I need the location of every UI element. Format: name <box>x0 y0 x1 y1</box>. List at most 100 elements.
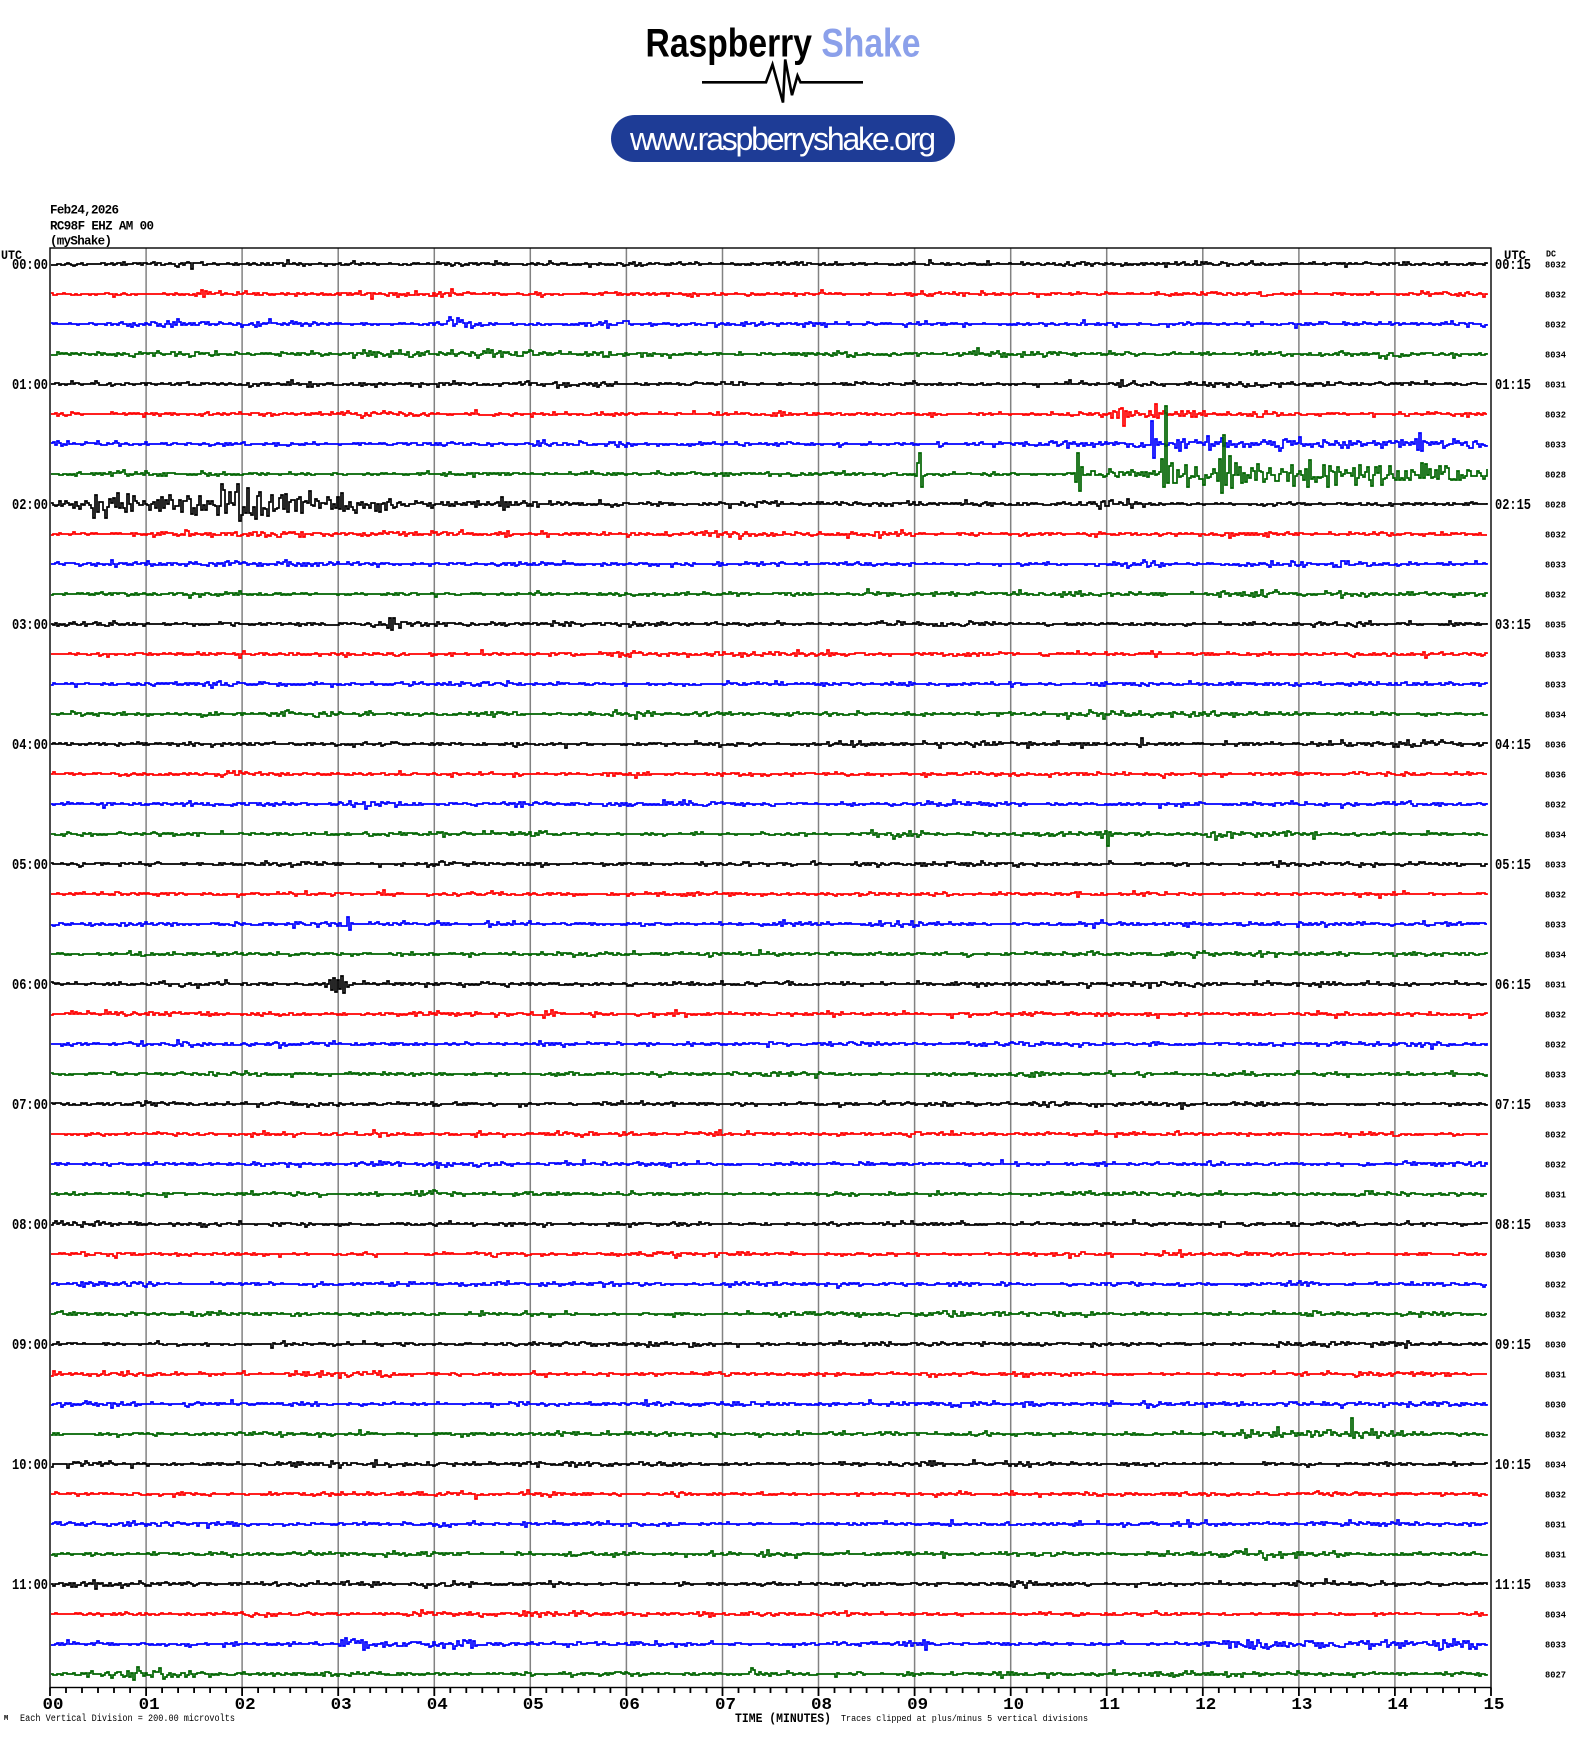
svg-text:8033: 8033 <box>1545 560 1566 571</box>
svg-text:10:00: 10:00 <box>12 1457 48 1474</box>
svg-text:8032: 8032 <box>1545 890 1566 901</box>
svg-text:8033: 8033 <box>1545 1580 1566 1591</box>
svg-text:8034: 8034 <box>1545 950 1566 961</box>
svg-text:03:15: 03:15 <box>1495 617 1531 634</box>
svg-text:8030: 8030 <box>1545 1340 1566 1351</box>
svg-text:8031: 8031 <box>1545 1550 1566 1561</box>
svg-text:8032: 8032 <box>1545 590 1566 601</box>
svg-text:8034: 8034 <box>1545 1460 1566 1471</box>
svg-text:8032: 8032 <box>1545 1160 1566 1171</box>
svg-text:04:00: 04:00 <box>12 737 48 754</box>
svg-text:8030: 8030 <box>1545 1400 1566 1411</box>
svg-text:UTC: UTC <box>1504 248 1526 263</box>
svg-text:06:15: 06:15 <box>1495 977 1531 994</box>
svg-text:8034: 8034 <box>1545 350 1566 361</box>
svg-text:03: 03 <box>331 1696 352 1715</box>
svg-text:01:15: 01:15 <box>1495 377 1531 394</box>
svg-text:8032: 8032 <box>1545 530 1566 541</box>
svg-text:12: 12 <box>1195 1696 1216 1715</box>
svg-text:8031: 8031 <box>1545 1370 1566 1381</box>
svg-text:14: 14 <box>1387 1696 1408 1715</box>
svg-text:00: 00 <box>43 1696 64 1715</box>
svg-text:8031: 8031 <box>1545 1520 1566 1531</box>
svg-text:02:15: 02:15 <box>1495 497 1531 514</box>
svg-text:8036: 8036 <box>1545 770 1566 781</box>
svg-text:8032: 8032 <box>1545 1490 1566 1501</box>
svg-text:8033: 8033 <box>1545 860 1566 871</box>
svg-text:8034: 8034 <box>1545 1610 1566 1621</box>
svg-text:UTC: UTC <box>1 248 22 263</box>
svg-text:07: 07 <box>715 1696 736 1715</box>
svg-text:8028: 8028 <box>1545 470 1566 481</box>
svg-text:15: 15 <box>1484 1696 1505 1715</box>
svg-text:02: 02 <box>235 1696 256 1715</box>
svg-text:Each Vertical Division = 200.: Each Vertical Division = 200.00 microvol… <box>20 1713 235 1725</box>
svg-text:8034: 8034 <box>1545 710 1566 721</box>
svg-text:10: 10 <box>1003 1696 1024 1715</box>
svg-text:8032: 8032 <box>1545 1310 1566 1321</box>
svg-text:8035: 8035 <box>1545 620 1566 631</box>
svg-text:07:00: 07:00 <box>12 1097 48 1114</box>
svg-text:06: 06 <box>619 1696 640 1715</box>
svg-text:Raspberry Shake: Raspberry Shake <box>646 21 921 65</box>
svg-text:09:15: 09:15 <box>1495 1337 1531 1354</box>
svg-text:8033: 8033 <box>1545 440 1566 451</box>
svg-text:05: 05 <box>523 1696 544 1715</box>
svg-text:8033: 8033 <box>1545 680 1566 691</box>
svg-text:00:00: 00:00 <box>12 257 48 274</box>
svg-text:09:00: 09:00 <box>12 1337 48 1354</box>
svg-text:08: 08 <box>811 1696 832 1715</box>
svg-text:8031: 8031 <box>1545 1190 1566 1201</box>
svg-text:05:00: 05:00 <box>12 857 48 874</box>
svg-text:09: 09 <box>907 1696 928 1715</box>
svg-text:Feb24,2026: Feb24,2026 <box>50 204 119 218</box>
svg-text:TIME (MINUTES): TIME (MINUTES) <box>735 1711 831 1726</box>
svg-text:8033: 8033 <box>1545 1220 1566 1231</box>
svg-text:RC98F EHZ AM 00: RC98F EHZ AM 00 <box>50 220 154 234</box>
svg-text:08:00: 08:00 <box>12 1217 48 1234</box>
svg-text:01: 01 <box>139 1696 160 1715</box>
svg-text:00:15: 00:15 <box>1495 257 1531 274</box>
svg-text:8033: 8033 <box>1545 1640 1566 1651</box>
svg-text:Traces clipped at plus/minus 5: Traces clipped at plus/minus 5 vertical … <box>841 1713 1088 1724</box>
svg-text:8031: 8031 <box>1545 980 1566 991</box>
svg-text:06:00: 06:00 <box>12 977 48 994</box>
svg-text:04:15: 04:15 <box>1495 737 1531 754</box>
svg-text:www.raspberryshake.org: www.raspberryshake.org <box>629 121 936 157</box>
svg-text:8028: 8028 <box>1545 500 1566 511</box>
svg-text:8033: 8033 <box>1545 920 1566 931</box>
svg-text:8032: 8032 <box>1545 260 1566 271</box>
svg-text:11:00: 11:00 <box>12 1577 48 1594</box>
svg-text:8032: 8032 <box>1545 290 1566 301</box>
svg-text:8030: 8030 <box>1545 1250 1566 1261</box>
svg-text:8032: 8032 <box>1545 1430 1566 1441</box>
svg-text:10:15: 10:15 <box>1495 1457 1531 1474</box>
svg-text:8032: 8032 <box>1545 1010 1566 1021</box>
svg-text:01:00: 01:00 <box>12 377 48 394</box>
svg-text:11:15: 11:15 <box>1495 1577 1531 1594</box>
svg-text:8032: 8032 <box>1545 1130 1566 1141</box>
svg-text:(myShake): (myShake) <box>50 235 112 249</box>
svg-text:8036: 8036 <box>1545 740 1566 751</box>
svg-text:8032: 8032 <box>1545 1040 1566 1051</box>
svg-text:8027: 8027 <box>1545 1670 1566 1681</box>
svg-text:8033: 8033 <box>1545 650 1566 661</box>
svg-text:8032: 8032 <box>1545 1280 1566 1291</box>
svg-text:8034: 8034 <box>1545 830 1566 841</box>
svg-text:05:15: 05:15 <box>1495 857 1531 874</box>
svg-text:02:00: 02:00 <box>12 497 48 514</box>
svg-text:13: 13 <box>1291 1696 1312 1715</box>
svg-text:8032: 8032 <box>1545 320 1566 331</box>
svg-text:11: 11 <box>1099 1696 1120 1715</box>
svg-text:04: 04 <box>427 1696 448 1715</box>
svg-text:8031: 8031 <box>1545 380 1566 391</box>
svg-text:08:15: 08:15 <box>1495 1217 1531 1234</box>
svg-text:8032: 8032 <box>1545 410 1566 421</box>
svg-text:DC: DC <box>1546 250 1557 260</box>
svg-text:07:15: 07:15 <box>1495 1097 1531 1114</box>
svg-text:8033: 8033 <box>1545 1100 1566 1111</box>
svg-text:M: M <box>4 1715 8 1723</box>
svg-text:8033: 8033 <box>1545 1070 1566 1081</box>
svg-text:03:00: 03:00 <box>12 617 48 634</box>
svg-text:8032: 8032 <box>1545 800 1566 811</box>
